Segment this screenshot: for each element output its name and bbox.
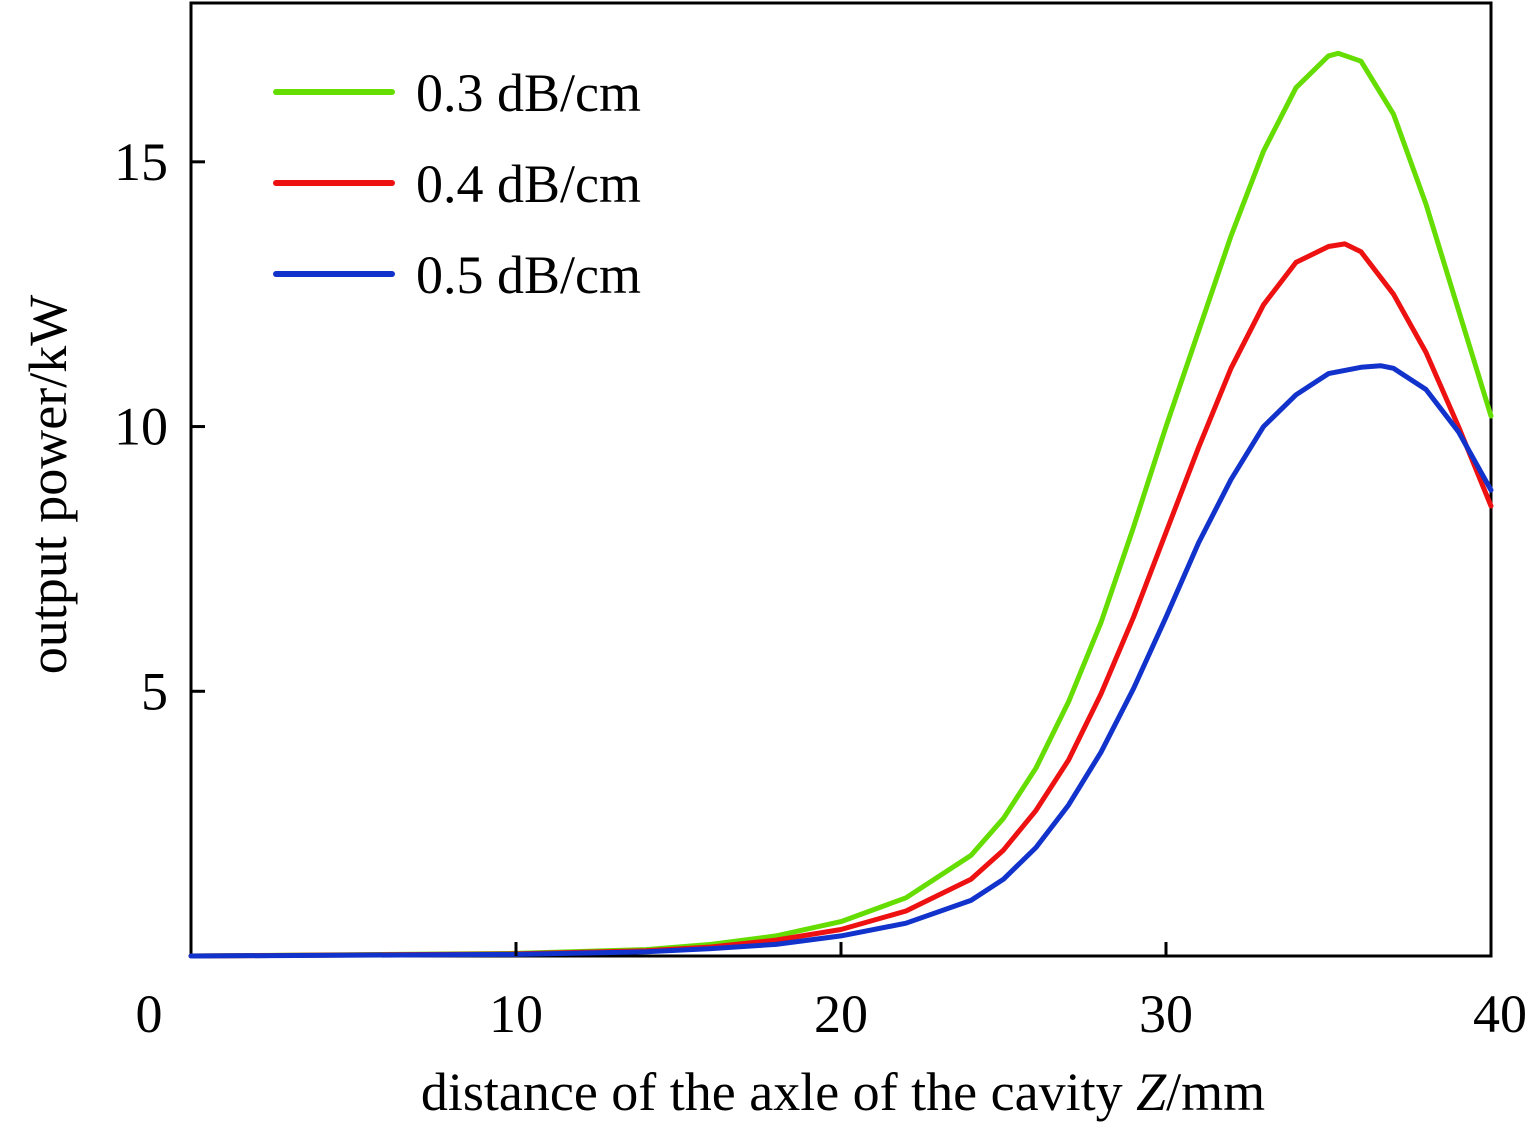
y-tick-label: 10 <box>114 397 168 457</box>
x-tick-label: 40 <box>1473 984 1527 1044</box>
series-line-3 <box>188 363 1494 959</box>
x-axis-label: distance of the axle of the cavity Z/mm <box>421 1062 1265 1122</box>
y-tick-label: 5 <box>141 661 168 721</box>
series-line-2 <box>188 241 1494 959</box>
legend: 0.3 dB/cm 0.4 dB/cm 0.5 dB/cm <box>273 63 641 305</box>
legend-label-3: 0.5 dB/cm <box>416 245 641 305</box>
x-axis-label-variable: Z <box>1136 1062 1167 1122</box>
y-tick-label: 15 <box>114 132 168 192</box>
x-tick-label: 30 <box>1139 984 1193 1044</box>
ticks-layer: 0 10 20 30 40 5 10 15 <box>114 132 1527 1044</box>
y-axis-label: output power/kW <box>18 295 78 674</box>
plot-area <box>189 1 1493 958</box>
plot-frame <box>189 1 1493 958</box>
x-tick-label: 10 <box>489 984 543 1044</box>
legend-label-2: 0.4 dB/cm <box>416 154 641 214</box>
x-axis-label-unit: /mm <box>1166 1062 1265 1122</box>
series-line-1 <box>188 50 1494 959</box>
x-axis-label-prefix: distance of the axle of the cavity <box>421 1062 1136 1122</box>
legend-label-1: 0.3 dB/cm <box>416 63 641 123</box>
series-layer <box>188 50 1494 959</box>
x-tick-label: 20 <box>814 984 868 1044</box>
x-tick-label: 0 <box>136 984 163 1044</box>
